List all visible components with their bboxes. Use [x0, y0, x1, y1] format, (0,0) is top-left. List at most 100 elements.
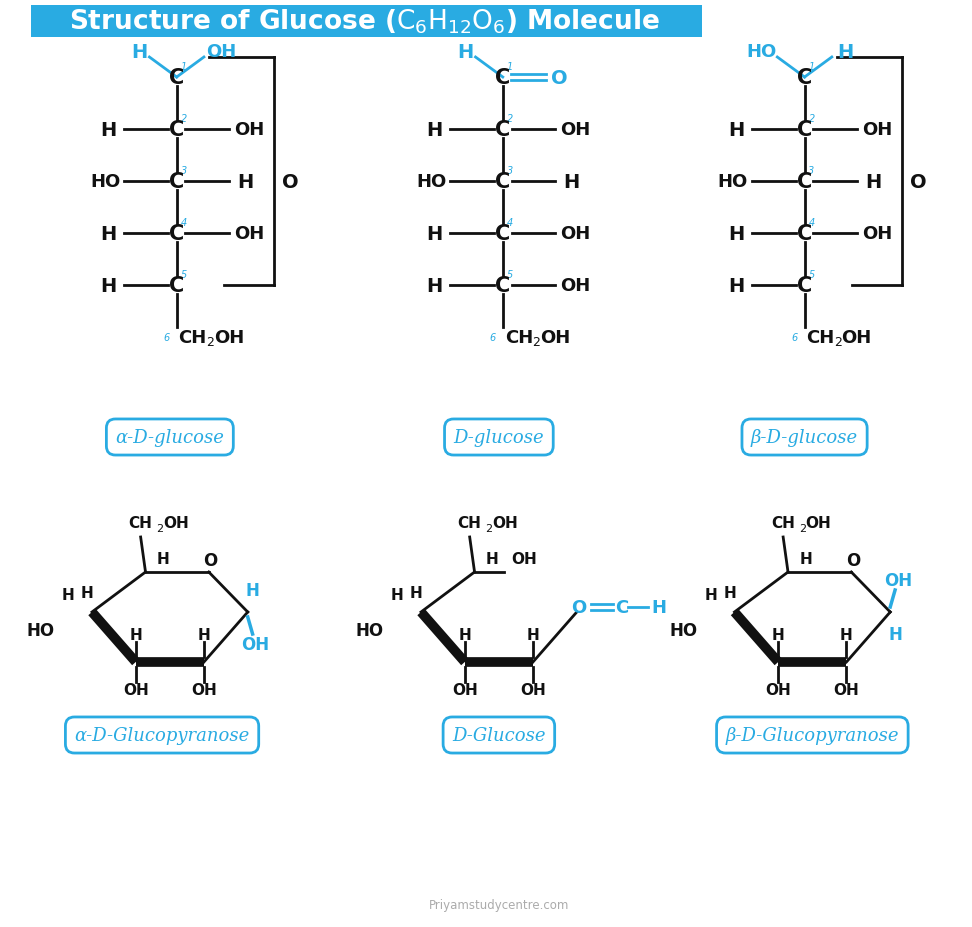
Text: C: C — [495, 120, 510, 140]
Text: HO: HO — [746, 43, 777, 61]
Text: HO: HO — [670, 621, 698, 640]
Text: H: H — [131, 43, 148, 61]
Text: α-D-Glucopyranose: α-D-Glucopyranose — [75, 726, 250, 744]
Text: OH: OH — [452, 683, 477, 698]
Text: HO: HO — [718, 172, 748, 191]
Text: β-D-glucose: β-D-glucose — [751, 428, 858, 447]
Text: 1: 1 — [809, 62, 815, 72]
Text: C: C — [797, 171, 813, 192]
Text: C: C — [169, 223, 185, 244]
Text: C: C — [797, 68, 813, 88]
Text: C: C — [169, 68, 185, 88]
FancyBboxPatch shape — [31, 6, 703, 38]
Text: OH: OH — [806, 516, 831, 531]
Text: OH: OH — [206, 43, 236, 61]
Text: HO: HO — [90, 172, 121, 191]
Text: 4: 4 — [506, 218, 513, 228]
Text: CH: CH — [807, 329, 835, 347]
Text: Structure of Glucose ($\mathsf{C_6H_{12}O_6}$) Molecule: Structure of Glucose ($\mathsf{C_6H_{12}… — [69, 7, 660, 36]
Text: H: H — [527, 627, 539, 641]
Text: H: H — [410, 585, 423, 600]
Text: C: C — [797, 275, 813, 296]
Text: OH: OH — [560, 224, 590, 243]
Text: 5: 5 — [809, 270, 815, 280]
Text: H: H — [799, 551, 812, 565]
Text: OH: OH — [511, 551, 538, 565]
Text: H: H — [61, 587, 75, 602]
Text: 3: 3 — [809, 166, 815, 176]
Text: 4: 4 — [809, 218, 815, 228]
Text: O: O — [551, 69, 568, 87]
Text: H: H — [426, 121, 442, 139]
Text: H: H — [100, 224, 117, 243]
Text: H: H — [237, 172, 254, 191]
Text: CH: CH — [771, 516, 795, 531]
Text: CH: CH — [128, 516, 153, 531]
Text: O: O — [203, 552, 218, 569]
Text: H: H — [459, 627, 471, 641]
Text: 2: 2 — [834, 336, 842, 349]
Text: OH: OH — [163, 516, 189, 531]
Text: 2: 2 — [506, 114, 513, 124]
Text: H: H — [840, 627, 852, 641]
Text: C: C — [495, 223, 510, 244]
Text: H: H — [704, 587, 717, 602]
Text: C: C — [797, 223, 813, 244]
Text: H: H — [728, 276, 745, 295]
Text: H: H — [563, 172, 579, 191]
Text: OH: OH — [862, 121, 892, 139]
Text: 3: 3 — [506, 166, 513, 176]
Text: H: H — [728, 121, 745, 139]
Text: HO: HO — [416, 172, 446, 191]
Text: D-Glucose: D-Glucose — [452, 726, 545, 744]
Text: H: H — [651, 598, 667, 616]
Text: OH: OH — [842, 329, 872, 347]
Text: OH: OH — [520, 683, 546, 698]
Text: H: H — [129, 627, 142, 641]
Text: β-D-Glucopyranose: β-D-Glucopyranose — [726, 726, 899, 744]
Text: C: C — [495, 171, 510, 192]
Text: O: O — [572, 598, 586, 616]
Text: Priyamstudycentre.com: Priyamstudycentre.com — [429, 898, 569, 911]
Text: H: H — [156, 551, 169, 565]
Text: 2: 2 — [181, 114, 187, 124]
Text: OH: OH — [539, 329, 570, 347]
Text: H: H — [723, 585, 736, 600]
Text: 1: 1 — [181, 62, 187, 72]
Text: OH: OH — [492, 516, 518, 531]
Text: C: C — [169, 120, 185, 140]
Text: 2: 2 — [799, 524, 806, 533]
Text: H: H — [426, 276, 442, 295]
Text: 6: 6 — [791, 333, 798, 343]
Text: H: H — [458, 43, 474, 61]
Text: C: C — [495, 275, 510, 296]
Text: 3: 3 — [181, 166, 187, 176]
Text: H: H — [100, 121, 117, 139]
Text: 6: 6 — [163, 333, 170, 343]
Text: OH: OH — [214, 329, 244, 347]
Text: 2: 2 — [809, 114, 815, 124]
Text: OH: OH — [191, 683, 217, 698]
Text: CH: CH — [504, 329, 533, 347]
Text: C: C — [614, 598, 628, 616]
Text: OH: OH — [834, 683, 859, 698]
Text: HO: HO — [27, 621, 55, 640]
Text: 2: 2 — [532, 336, 539, 349]
Text: H: H — [391, 587, 403, 602]
Text: H: H — [486, 551, 499, 565]
Text: 4: 4 — [181, 218, 187, 228]
Text: 6: 6 — [490, 333, 496, 343]
Text: H: H — [888, 626, 902, 643]
Text: 2: 2 — [485, 524, 493, 533]
Text: OH: OH — [234, 224, 264, 243]
Text: CH: CH — [179, 329, 207, 347]
Text: OH: OH — [560, 121, 590, 139]
Text: OH: OH — [122, 683, 149, 698]
Text: D-glucose: D-glucose — [454, 428, 544, 447]
Text: HO: HO — [356, 621, 384, 640]
Text: H: H — [728, 224, 745, 243]
Text: O: O — [282, 172, 298, 191]
Text: 1: 1 — [506, 62, 513, 72]
Text: H: H — [772, 627, 784, 641]
Text: H: H — [246, 581, 260, 600]
